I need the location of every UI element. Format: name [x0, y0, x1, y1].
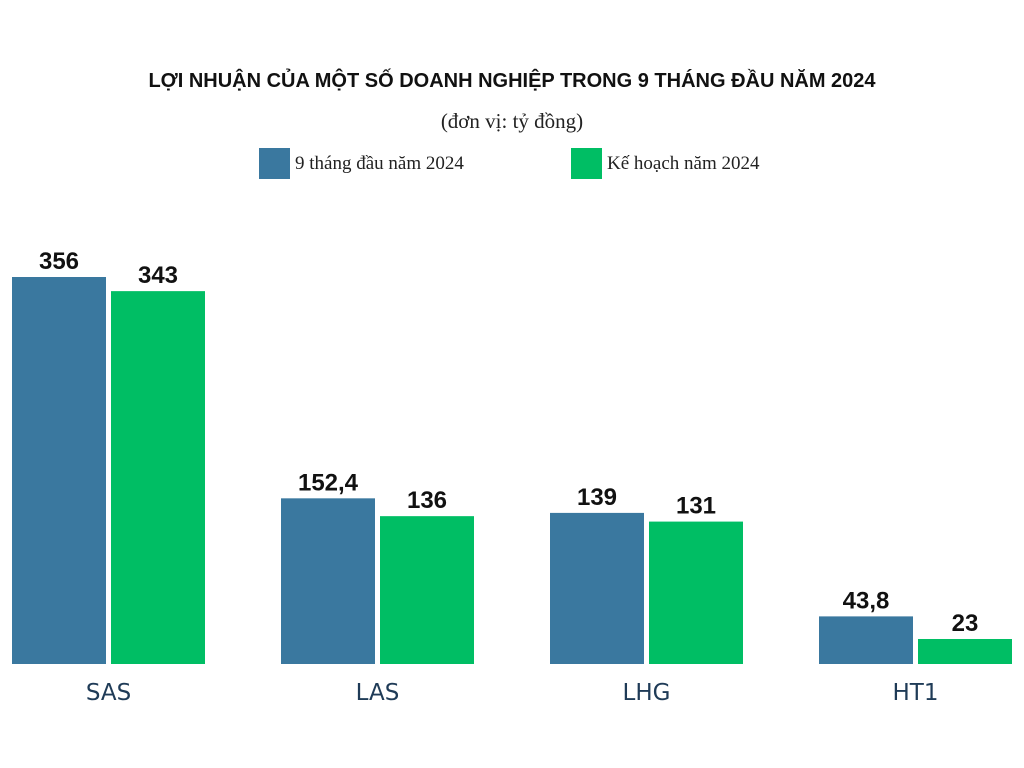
value-label-lhg-series-0: 139 [577, 484, 617, 511]
bar-las-series-0 [281, 498, 375, 664]
bar-sas-series-0 [12, 277, 106, 664]
bar-lhg-series-0 [550, 512, 644, 664]
category-label-ht1: HT1 [893, 680, 939, 706]
bar-sas-series-1 [111, 291, 205, 664]
bar-ht1-series-0 [819, 616, 913, 664]
legend-label-9-thang: 9 tháng đầu năm 2024 [295, 153, 464, 174]
category-label-sas: SAS [86, 680, 131, 706]
value-label-las-series-0: 152,4 [298, 469, 359, 496]
value-label-sas-series-0: 356 [39, 248, 79, 275]
chart-title: LỢI NHUẬN CỦA MỘT SỐ DOANH NGHIỆP TRONG … [148, 70, 876, 92]
value-label-ht1-series-1: 23 [952, 610, 979, 637]
bar-ht1-series-1 [918, 638, 1012, 664]
legend-swatch-ke-hoach [571, 148, 602, 179]
category-label-lhg: LHG [623, 680, 671, 706]
bar-lhg-series-1 [649, 521, 743, 664]
chart-subtitle: (đơn vị: tỷ đồng) [440, 109, 584, 133]
value-label-ht1-series-0: 43,8 [843, 587, 890, 614]
category-label-las: LAS [356, 680, 400, 706]
legend-swatch-9-thang [259, 148, 290, 179]
bar-las-series-1 [380, 516, 474, 664]
value-label-lhg-series-1: 131 [676, 493, 716, 520]
legend-label-ke-hoach: Kế hoạch năm 2024 [607, 153, 760, 174]
value-label-sas-series-1: 343 [138, 262, 178, 289]
legend: 9 tháng đầu năm 2024 Kế hoạch năm 2024 [0, 148, 1024, 182]
value-label-las-series-1: 136 [407, 487, 447, 514]
